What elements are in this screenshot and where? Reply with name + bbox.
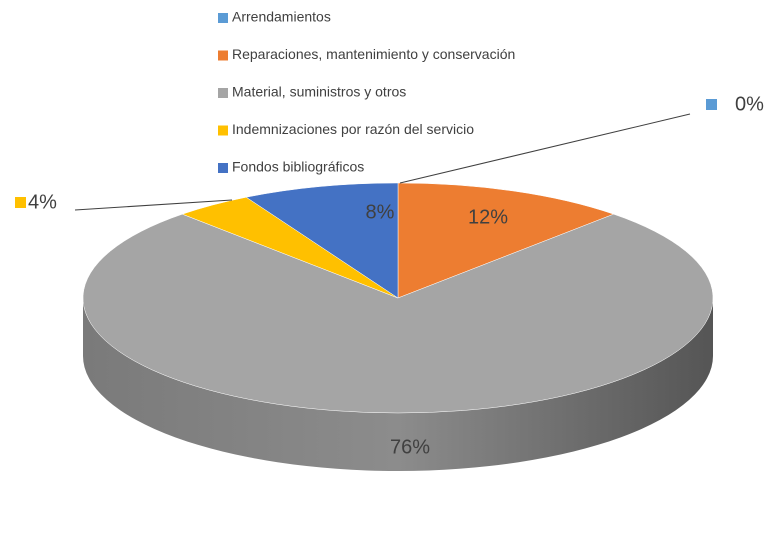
data-label: 4% bbox=[28, 191, 57, 213]
legend-label: Fondos bibliográficos bbox=[232, 159, 364, 175]
legend-marker bbox=[218, 50, 228, 61]
legend-label: Indemnizaciones por razón del servicio bbox=[232, 121, 474, 137]
legend-label: Arrendamientos bbox=[232, 9, 331, 25]
leader-line bbox=[74, 199, 233, 211]
legend-label: Material, suministros y otros bbox=[232, 84, 406, 100]
legend-marker bbox=[218, 13, 228, 23]
legend-marker bbox=[218, 88, 228, 98]
slice bbox=[397, 182, 615, 299]
data-label: 8% bbox=[366, 201, 395, 223]
data-label: 76% bbox=[390, 436, 430, 458]
slice-side bbox=[83, 298, 713, 471]
legend-marker bbox=[218, 163, 228, 173]
legend-label: Reparaciones, mantenimiento y conservaci… bbox=[232, 46, 515, 62]
legend-marker bbox=[218, 125, 228, 136]
label-marker bbox=[15, 197, 26, 208]
label-marker bbox=[706, 99, 717, 110]
leader-line bbox=[399, 113, 691, 184]
slice bbox=[82, 213, 714, 414]
slice bbox=[245, 182, 399, 299]
data-label: 0% bbox=[735, 93, 764, 115]
data-label: 12% bbox=[468, 206, 508, 228]
